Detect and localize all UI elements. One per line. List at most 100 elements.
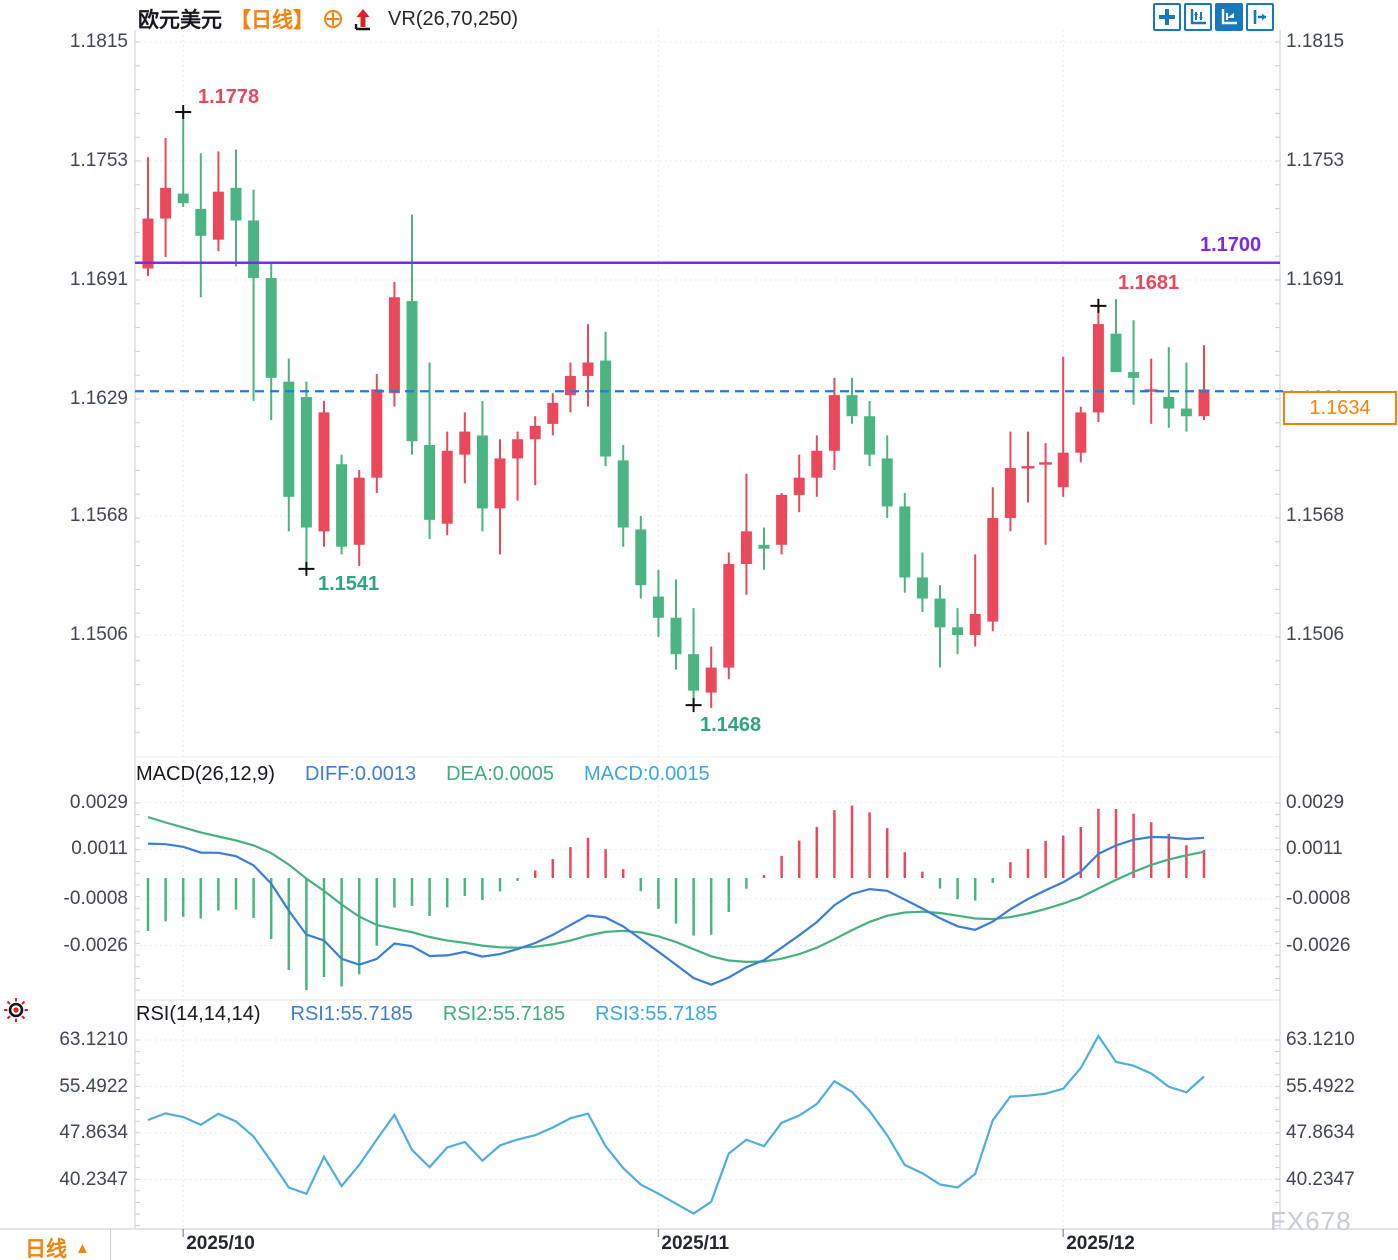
candle-body: [776, 494, 788, 545]
macd-axis-tick: -0.0026: [63, 934, 128, 956]
x-axis-month-label: 2025/11: [661, 1233, 730, 1254]
macd-axis-tick: 0.0011: [1286, 838, 1343, 860]
rsi-title[interactable]: RSI(14,14,14): [136, 1003, 261, 1025]
macd-title[interactable]: MACD(26,12,9): [136, 763, 275, 785]
candle-body: [248, 220, 260, 279]
candle-body: [1021, 466, 1035, 469]
dea-line: [147, 816, 1205, 964]
candle-body: [864, 416, 876, 455]
macd-dea-value: DEA:0.0005: [446, 763, 554, 785]
sun-settings-icon[interactable]: [3, 997, 29, 1028]
price-axis-tick: 1.1691: [1286, 268, 1345, 290]
candle-body: [564, 375, 576, 396]
x-axis-ticks: [182, 1229, 1064, 1237]
symbol-name: 欧元美元: [138, 9, 222, 32]
candle-body: [987, 517, 999, 622]
rsi1-value: RSI1:55.7185: [290, 1003, 413, 1025]
candle-body: [811, 450, 823, 478]
rsi-axis-tick: 55.4922: [1286, 1075, 1355, 1097]
x-axis-month-label: 2025/12: [1066, 1233, 1135, 1254]
candle-body: [846, 395, 858, 417]
watermark: FX678: [1270, 1206, 1352, 1236]
candle-body: [670, 617, 682, 655]
horizontal-line-label[interactable]: 1.1700: [1200, 234, 1262, 256]
candle-body: [300, 397, 312, 528]
macd-macd-value: MACD:0.0015: [583, 763, 710, 785]
axis-frame: [0, 30, 1398, 1230]
price-axis-tick: 1.1753: [1286, 149, 1345, 171]
candle-body: [318, 412, 330, 532]
macd-diff-value: DIFF:0.0013: [304, 763, 417, 785]
candle-body: [336, 464, 348, 547]
price-axis-tick: 1.1815: [1286, 31, 1345, 52]
candle-body: [476, 435, 488, 509]
axis-scale-icon[interactable]: [1184, 3, 1212, 31]
price-axis-tick: 1.1506: [1286, 624, 1345, 645]
candle-body: [652, 596, 664, 618]
candle-body: [230, 187, 242, 221]
rsi-axis-tick: 40.2347: [59, 1168, 128, 1190]
period-badge[interactable]: 【日线】: [230, 9, 314, 32]
period-tab[interactable]: 日线 ▲: [25, 1233, 90, 1260]
footer-divider: [110, 1229, 111, 1260]
candle-body: [1180, 408, 1192, 417]
axis-minor-ticks: [135, 41, 1280, 1227]
candle-body: [1092, 324, 1104, 413]
candle-body: [617, 460, 629, 528]
circle-plus-icon[interactable]: [322, 8, 344, 30]
candle-body: [353, 477, 365, 545]
candle-body: [723, 563, 735, 668]
candle-body: [177, 193, 189, 204]
candle-body: [635, 529, 647, 586]
extreme-markers: [175, 105, 1107, 713]
candle-body: [1110, 333, 1122, 373]
candle-body: [740, 531, 752, 564]
candle-body: [388, 297, 400, 394]
annotation-high-1: 1.1778: [198, 86, 260, 108]
candle-body: [969, 613, 981, 636]
annotation-low-1: 1.1541: [318, 573, 380, 595]
chart-header: 欧元美元 【日线】 VR(26,70,250): [138, 4, 518, 34]
candle-body: [934, 598, 946, 628]
rsi-axis-tick: 63.1210: [1286, 1029, 1355, 1050]
candle-body: [1057, 452, 1069, 488]
candle-body: [265, 278, 277, 378]
chart-annotate-icon[interactable]: [1215, 3, 1243, 31]
price-axis-tick: 1.1815: [69, 31, 128, 52]
candle-body: [459, 431, 471, 455]
candle-body: [547, 402, 559, 424]
grid-lines: [135, 30, 1280, 1229]
candle-body: [160, 187, 172, 219]
candle-body: [688, 654, 700, 691]
candle-body: [705, 667, 717, 693]
macd-lines: [147, 816, 1205, 986]
x-axis-month-label: 2025/10: [186, 1233, 255, 1254]
move-tool-icon[interactable]: [1153, 3, 1181, 31]
rsi2-value: RSI2:55.7185: [442, 1003, 566, 1025]
annotation-low-2: 1.1468: [700, 714, 762, 736]
candle-body: [371, 389, 383, 478]
candle-body: [212, 191, 224, 240]
rsi-axis-tick: 40.2347: [1286, 1168, 1355, 1190]
candle-body: [195, 208, 207, 236]
macd-histogram: [146, 805, 1206, 991]
price-axis-tick: 1.1691: [69, 268, 128, 290]
macd-axis-tick: -0.0008: [63, 887, 128, 909]
rsi-header: RSI(14,14,14) RSI1:55.7185 RSI2:55.7185 …: [136, 1003, 718, 1026]
red-up-arrow-icon[interactable]: [352, 7, 374, 32]
triangle-up-icon: ▲: [75, 1239, 90, 1257]
candle-body: [1075, 412, 1087, 453]
candle-body: [1163, 397, 1175, 409]
price-overlay-lines: [135, 261, 1283, 393]
candle-body: [952, 627, 964, 636]
rsi-axis-tick: 47.8634: [1286, 1122, 1355, 1143]
rsi-line: [147, 1033, 1205, 1215]
exit-chart-icon[interactable]: [1246, 3, 1274, 31]
candle-body: [793, 477, 805, 495]
overlay-indicator-label[interactable]: VR(26,70,250): [388, 7, 519, 30]
price-axis-tick: 1.1629: [69, 387, 128, 409]
candle-body: [512, 439, 524, 459]
rsi-lines: [147, 1033, 1205, 1215]
